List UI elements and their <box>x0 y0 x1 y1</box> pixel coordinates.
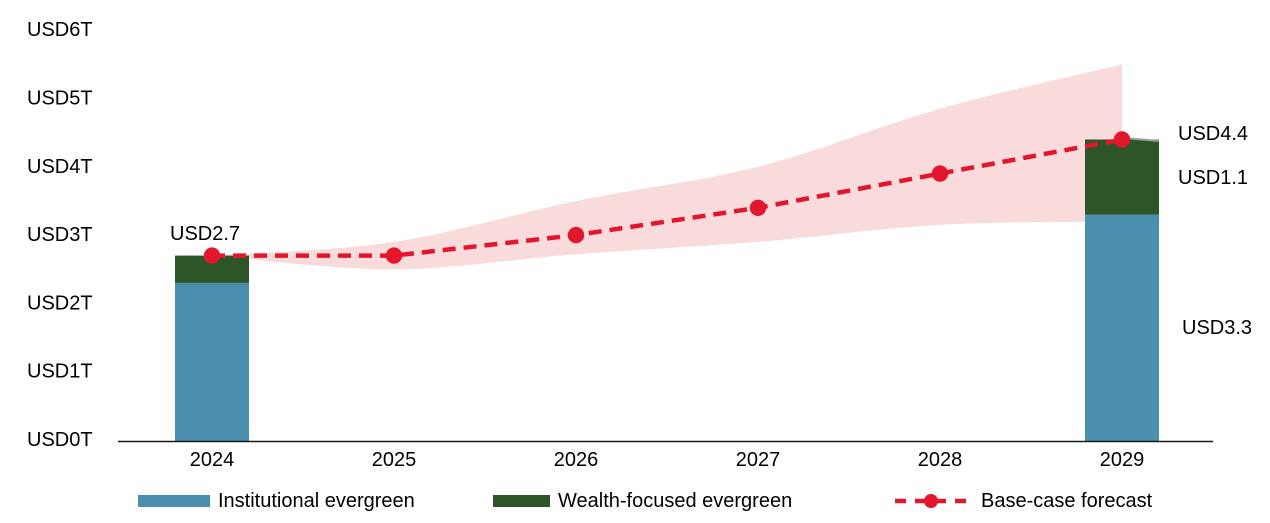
annotation-total-2024: USD2.7 <box>170 223 240 245</box>
annotation-institutional-2029: USD3.3 <box>1182 317 1252 339</box>
forecast-point-2027 <box>749 199 767 216</box>
x-tick-2026: 2026 <box>554 449 599 471</box>
y-tick-5: USD5T <box>27 88 93 110</box>
annotation-total-2029: USD4.4 <box>1178 123 1248 145</box>
legend-label-wealth: Wealth-focused evergreen <box>558 490 792 512</box>
y-tick-6: USD6T <box>27 19 93 41</box>
base-case-forecast-line <box>212 137 1123 258</box>
legend-label-institutional: Institutional evergreen <box>218 490 415 512</box>
forecast-point-2024 <box>203 247 221 264</box>
legend-swatch-wealth <box>493 495 550 507</box>
legend-dot-icon <box>924 494 938 508</box>
forecast-point-2026 <box>567 226 585 244</box>
forecast-band-layer <box>212 64 1122 270</box>
y-tick-2: USD2T <box>27 292 93 314</box>
x-tick-2029: 2029 <box>1100 449 1145 471</box>
x-tick-2028: 2028 <box>918 449 963 471</box>
forecast-range-band <box>212 64 1122 270</box>
x-tick-2024: 2024 <box>190 449 235 471</box>
legend: Institutional evergreen Wealth-focused e… <box>138 490 1153 512</box>
y-tick-1: USD1T <box>27 361 93 383</box>
forecast-point-2025 <box>385 247 403 264</box>
legend-swatch-institutional <box>138 495 210 507</box>
forecast-point-2029 <box>1113 131 1131 148</box>
forecast-line-layer <box>203 131 1131 264</box>
data-annotations: USD2.7 USD4.4 USD1.1 USD3.3 <box>170 123 1252 339</box>
x-tick-2025: 2025 <box>372 449 417 471</box>
y-tick-0: USD0T <box>27 429 93 451</box>
bar-wealth-2029 <box>1085 139 1159 215</box>
bar-institutional-2024 <box>175 282 249 442</box>
bar-institutional-2029 <box>1085 214 1159 442</box>
forecast-point-2028 <box>931 165 949 182</box>
y-tick-4: USD4T <box>27 156 93 178</box>
y-tick-3: USD3T <box>27 224 93 246</box>
legend-label-forecast: Base-case forecast <box>981 490 1153 512</box>
annotation-wealth-2029: USD1.1 <box>1178 167 1248 189</box>
y-axis-labels: USD0T USD1T USD2T USD3T USD4T USD5T USD6T <box>27 19 93 451</box>
x-tick-2027: 2027 <box>736 449 781 471</box>
x-axis-labels: 2024 2025 2026 2027 2028 2029 <box>190 449 1145 471</box>
